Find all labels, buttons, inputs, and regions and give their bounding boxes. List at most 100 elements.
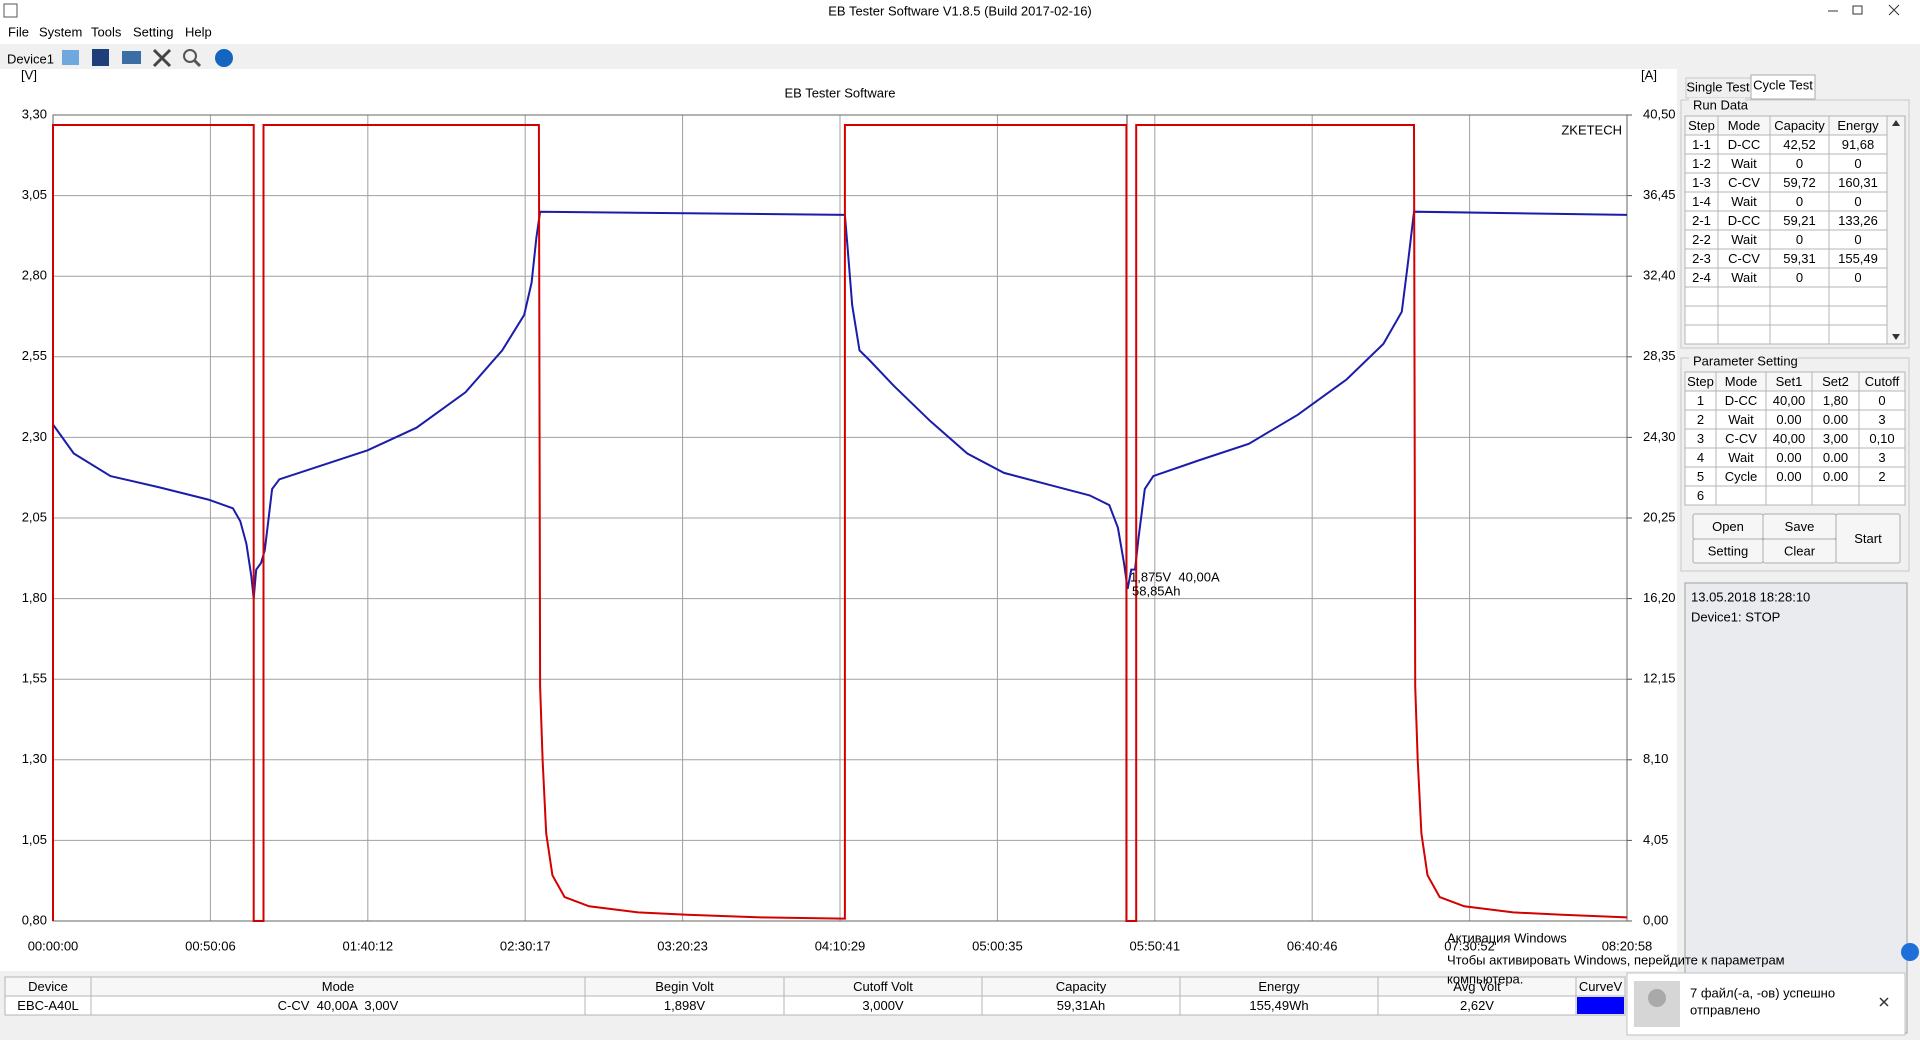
run-data-cell [1769, 305, 1830, 326]
chart-panel [0, 69, 1677, 971]
x-tick-label: 04:10:29 [815, 938, 866, 953]
notification-text: отправлено [1690, 1002, 1760, 1017]
summary-value: C-CV 40,00A 3,00V [278, 998, 399, 1013]
run-data-value: 1-1 [1692, 137, 1711, 152]
run-data-value: 0 [1854, 194, 1861, 209]
search-icon[interactable] [183, 49, 197, 63]
run-data-value: 1-4 [1692, 194, 1711, 209]
run-data-cell [1717, 324, 1771, 345]
button-label[interactable]: Clear [1784, 543, 1816, 558]
button-label[interactable]: Setting [1708, 543, 1748, 558]
parameter-value: 0.00 [1823, 412, 1848, 427]
save-icon[interactable] [92, 49, 109, 66]
summary-header: Avg Volt [1453, 979, 1501, 994]
menu-item[interactable]: System [39, 24, 82, 39]
cursor-annotation: 1,875V 40,00A [1130, 569, 1220, 584]
parameter-value: 0.00 [1823, 469, 1848, 484]
search-icon-handle [192, 58, 202, 68]
run-data-value: 133,26 [1838, 213, 1878, 228]
tools-icon[interactable] [152, 48, 172, 68]
parameter-value: 3,00 [1823, 431, 1848, 446]
x-tick-label: 06:40:46 [1287, 938, 1338, 953]
run-data-value: 155,49 [1838, 251, 1878, 266]
parameter-value: 0.00 [1776, 469, 1801, 484]
menu-item[interactable]: File [8, 24, 29, 39]
series-line [52, 124, 1628, 922]
run-data-value: 1-3 [1692, 175, 1711, 190]
button-label[interactable]: Start [1854, 531, 1882, 546]
run-data-value: 59,31 [1783, 251, 1816, 266]
summary-header: Device [28, 979, 68, 994]
y-axis-label: [V] [21, 67, 37, 82]
menu-item[interactable]: Tools [91, 24, 122, 39]
chart-icon[interactable] [122, 51, 141, 64]
run-data-cell [1717, 305, 1771, 326]
scrollbar[interactable] [1886, 115, 1906, 345]
y2-axis-label: [A] [1641, 67, 1657, 82]
group-label: Run Data [1693, 97, 1749, 112]
run-data-header: Mode [1728, 118, 1761, 133]
summary-value: 2,62V [1460, 998, 1494, 1013]
run-data-value: 160,31 [1838, 175, 1878, 190]
parameter-header: Set2 [1822, 374, 1849, 389]
open-icon[interactable] [62, 50, 79, 65]
info-icon[interactable] [215, 49, 233, 67]
tab-label[interactable]: Cycle Test [1753, 77, 1813, 92]
y2-tick-label: 32,40 [1643, 268, 1676, 283]
run-data-cell [1828, 286, 1888, 307]
summary-value: 1,898V [664, 998, 706, 1013]
parameter-value: 3 [1697, 431, 1704, 446]
parameter-value: 3 [1878, 412, 1885, 427]
summary-value: 59,31Ah [1057, 998, 1105, 1013]
tab-selected[interactable] [1750, 74, 1816, 100]
restore-button[interactable] [1852, 5, 1863, 15]
summary-header: Mode [322, 979, 355, 994]
device-label: Device1 [7, 51, 54, 66]
run-data-cell [1684, 286, 1719, 307]
run-data-value: Wait [1731, 194, 1757, 209]
run-data-value: Wait [1731, 270, 1757, 285]
run-data-header: Step [1688, 118, 1715, 133]
parameter-value: 2 [1697, 412, 1704, 427]
run-data-value: 91,68 [1842, 137, 1875, 152]
y-tick-label: 2,30 [22, 429, 47, 444]
run-data-cell [1717, 286, 1771, 307]
summary-header: CurveV [1579, 979, 1623, 994]
y2-tick-label: 0,00 [1643, 912, 1668, 927]
x-tick-label: 08:20:58 [1602, 938, 1653, 953]
run-data-cell [1828, 305, 1888, 326]
status-box [1684, 582, 1908, 1034]
run-data-value: 0 [1796, 232, 1803, 247]
tab-label[interactable]: Single Test [1686, 79, 1750, 94]
x-tick-label: 05:50:41 [1130, 938, 1181, 953]
x-tick-label: 00:00:00 [28, 938, 79, 953]
run-data-value: 59,72 [1783, 175, 1816, 190]
run-data-cell [1769, 286, 1830, 307]
parameter-value: 0,10 [1869, 431, 1894, 446]
x-tick-label: 02:30:17 [500, 938, 551, 953]
menu-item[interactable]: Help [185, 24, 212, 39]
button-label[interactable]: Open [1712, 519, 1744, 534]
parameter-value: 4 [1697, 450, 1704, 465]
cursor-annotation: 58,85Ah [1132, 583, 1180, 598]
run-data-value: C-CV [1728, 251, 1760, 266]
y-tick-label: 1,30 [22, 751, 47, 766]
run-data-value: 2-3 [1692, 251, 1711, 266]
run-data-header: Energy [1837, 118, 1879, 133]
x-tick-label: 00:50:06 [185, 938, 236, 953]
y2-tick-label: 28,35 [1643, 348, 1676, 363]
run-data-cell [1769, 324, 1830, 345]
title-bar [0, 0, 1920, 22]
parameter-value: 2 [1878, 469, 1885, 484]
close-button[interactable] [1888, 4, 1900, 16]
parameter-value: Cycle [1725, 469, 1758, 484]
summary-value: 3,000V [862, 998, 904, 1013]
parameter-value: Wait [1728, 412, 1754, 427]
y2-tick-label: 4,05 [1643, 832, 1668, 847]
button[interactable] [1835, 513, 1901, 564]
notification-close[interactable] [1879, 997, 1889, 1007]
run-data-value: 2-4 [1692, 270, 1711, 285]
button-label[interactable]: Save [1785, 519, 1815, 534]
menu-item[interactable]: Setting [133, 24, 173, 39]
